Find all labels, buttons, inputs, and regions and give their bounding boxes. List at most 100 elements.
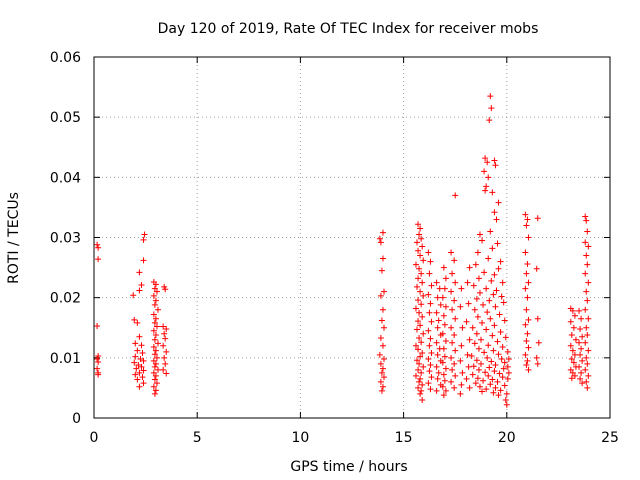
data-point <box>568 356 575 363</box>
data-point <box>140 367 147 374</box>
data-point <box>417 390 424 397</box>
data-point <box>457 390 464 397</box>
data-point <box>524 216 531 223</box>
data-point <box>416 231 423 238</box>
data-point <box>488 105 495 112</box>
data-point <box>150 357 157 364</box>
data-point <box>569 369 576 376</box>
data-point <box>380 288 387 295</box>
data-point <box>139 374 146 381</box>
data-point <box>582 366 589 373</box>
data-point <box>496 311 503 318</box>
data-point <box>474 313 481 320</box>
data-point <box>583 217 590 224</box>
data-point <box>458 285 465 292</box>
data-point <box>417 375 424 382</box>
data-point <box>493 287 500 294</box>
x-tick-label: 5 <box>193 430 202 446</box>
data-point <box>418 235 425 242</box>
data-point <box>534 315 541 322</box>
data-point <box>153 354 160 361</box>
data-point <box>435 369 442 376</box>
data-point <box>487 93 494 100</box>
data-point <box>440 264 447 271</box>
data-point <box>414 326 421 333</box>
data-point <box>139 350 146 357</box>
data-point <box>448 249 455 256</box>
data-point <box>576 363 583 370</box>
data-point <box>585 372 592 379</box>
data-point <box>419 279 426 286</box>
data-point <box>419 381 426 388</box>
data-point <box>466 264 473 271</box>
data-point <box>439 294 446 301</box>
data-point <box>479 237 486 244</box>
data-point <box>151 351 158 358</box>
data-point <box>379 342 386 349</box>
y-tick-label: 0.04 <box>50 170 81 186</box>
data-point <box>452 315 459 322</box>
data-point <box>137 356 144 363</box>
data-point <box>134 347 141 354</box>
data-point <box>417 225 424 232</box>
data-point <box>480 377 487 384</box>
data-point <box>132 340 139 347</box>
data-point <box>468 353 475 360</box>
data-point <box>459 369 466 376</box>
data-point <box>442 303 449 310</box>
chart-title: Day 120 of 2019, Rate Of TEC Index for r… <box>158 21 539 37</box>
data-point <box>487 228 494 235</box>
data-point <box>567 366 574 373</box>
data-point <box>483 285 490 292</box>
data-point <box>426 309 433 316</box>
data-point <box>418 301 425 308</box>
data-point <box>494 338 501 345</box>
data-point <box>412 372 419 379</box>
x-tick-label: 0 <box>90 430 99 446</box>
data-point <box>535 339 542 346</box>
data-point <box>131 359 138 366</box>
data-point <box>497 387 504 394</box>
data-point <box>466 336 473 343</box>
data-point <box>584 228 591 235</box>
data-point <box>502 396 509 403</box>
data-point <box>484 309 491 316</box>
data-point <box>419 350 426 357</box>
data-point <box>153 380 160 387</box>
data-point <box>452 279 459 286</box>
data-point <box>494 378 501 385</box>
data-point <box>449 270 456 277</box>
data-point <box>522 249 529 256</box>
data-point <box>418 369 425 376</box>
data-point <box>95 353 102 360</box>
data-point <box>491 157 498 164</box>
data-point <box>414 239 421 246</box>
data-point <box>499 374 506 381</box>
data-point <box>497 328 504 335</box>
data-point <box>428 374 435 381</box>
data-point <box>412 342 419 349</box>
data-point <box>427 386 434 393</box>
data-point <box>379 229 386 236</box>
data-point <box>140 257 147 264</box>
data-point <box>138 342 145 349</box>
data-point <box>476 231 483 238</box>
data-point <box>435 317 442 324</box>
data-point <box>162 286 169 293</box>
data-point <box>412 261 419 268</box>
data-point <box>378 369 385 376</box>
data-point <box>163 370 170 377</box>
data-point <box>583 378 590 385</box>
data-point <box>451 384 458 391</box>
data-point <box>437 331 444 338</box>
data-point <box>499 279 506 286</box>
data-point <box>427 258 434 265</box>
data-point <box>152 347 159 354</box>
data-point <box>483 183 490 190</box>
y-tick-label: 0.06 <box>50 50 81 66</box>
data-point <box>469 324 476 331</box>
data-point <box>95 371 102 378</box>
data-point <box>491 368 498 375</box>
data-point <box>465 300 472 307</box>
data-point <box>440 312 447 319</box>
